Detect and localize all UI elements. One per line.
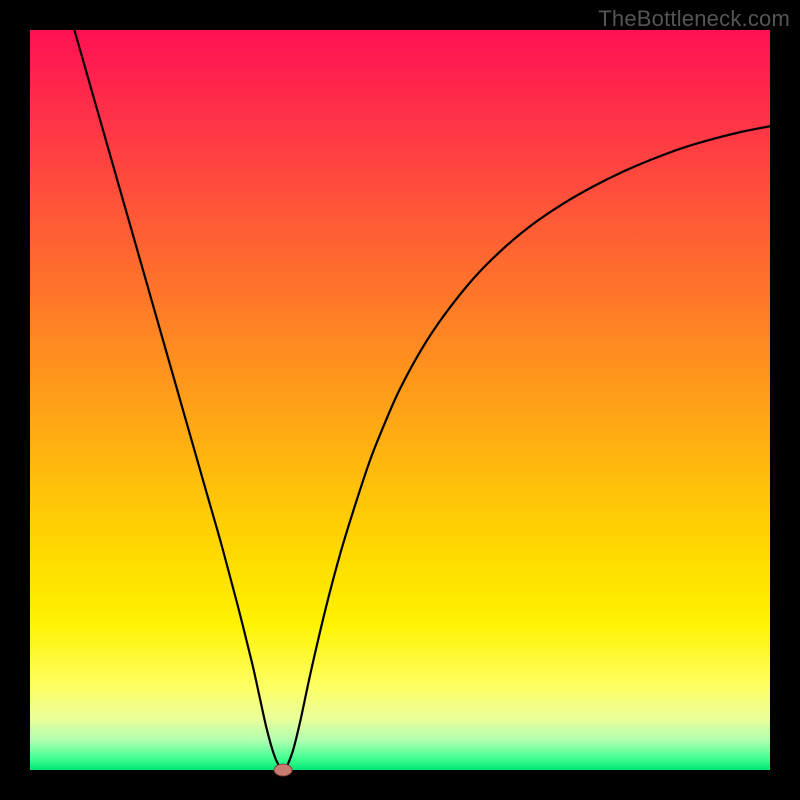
chart-plot-area <box>30 30 770 770</box>
chart-container: TheBottleneck.com <box>0 0 800 800</box>
watermark-text: TheBottleneck.com <box>598 6 790 32</box>
optimal-point-marker <box>274 764 292 776</box>
bottleneck-chart <box>0 0 800 800</box>
